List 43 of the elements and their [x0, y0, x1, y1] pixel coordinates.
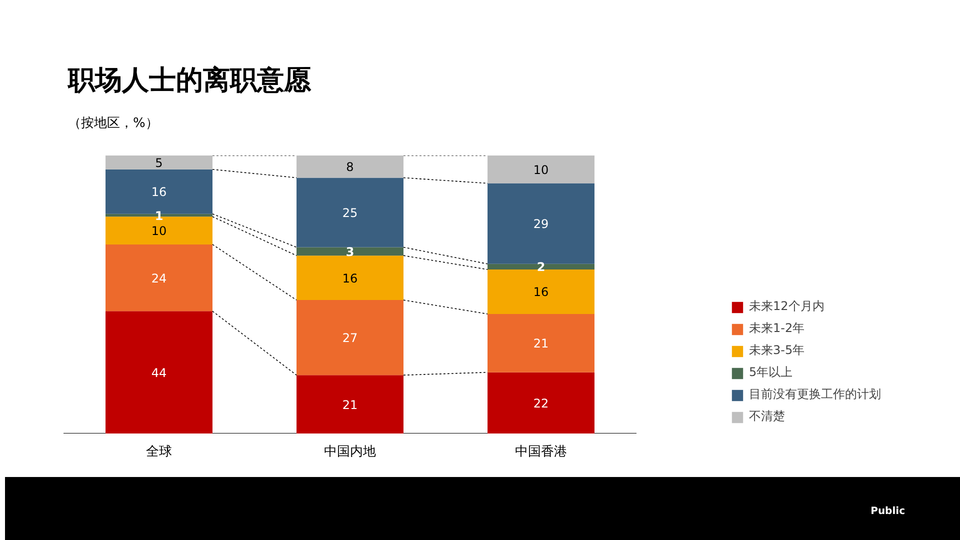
data-label: 16	[533, 285, 549, 300]
text: Public	[870, 505, 905, 519]
legend-label: 目前没有更换工作的计划	[749, 386, 881, 403]
bar	[106, 311, 212, 434]
data-label: 8	[346, 160, 354, 174]
data-label: 16	[151, 185, 167, 200]
bar	[296, 300, 404, 376]
data-label: 21	[533, 336, 549, 351]
data-label: 29	[533, 217, 549, 232]
data-label: 25	[342, 206, 358, 220]
x-tick-label: 全球	[146, 444, 172, 460]
data-label: 22	[533, 396, 549, 410]
data-label: 24	[151, 271, 167, 286]
bar	[106, 156, 212, 170]
bar	[106, 244, 212, 312]
bar	[296, 375, 404, 434]
data-label: 27	[342, 331, 358, 346]
bar	[296, 256, 404, 300]
x-tick-label: 中国内地	[324, 444, 376, 460]
data-label: 21	[342, 398, 358, 412]
data-label: 10	[151, 224, 167, 238]
legend-label: 不清楚	[749, 408, 785, 425]
legend-label: 未来12个月内	[749, 298, 824, 315]
bar	[488, 314, 594, 372]
chart-title: 职场人士的离职意愿	[68, 64, 311, 98]
bar	[488, 269, 594, 314]
legend-label: 5年以上	[749, 364, 793, 381]
data-label: 3	[346, 244, 354, 259]
chart-subtitle: （按地区，%）	[68, 115, 158, 133]
bar	[488, 183, 594, 264]
x-tick-label: 中国香港	[515, 444, 567, 460]
bar	[488, 156, 594, 184]
data-label: 5	[155, 156, 163, 170]
data-label: 44	[151, 366, 167, 380]
bar	[488, 372, 594, 434]
legend-label: 未来3-5年	[749, 342, 805, 359]
bar	[488, 264, 594, 270]
data-label: 16	[342, 271, 358, 286]
bar	[296, 178, 404, 248]
bar	[296, 247, 404, 256]
legend-label: 未来1-2年	[749, 320, 805, 337]
bar	[296, 156, 404, 178]
data-label: 10	[533, 162, 549, 177]
